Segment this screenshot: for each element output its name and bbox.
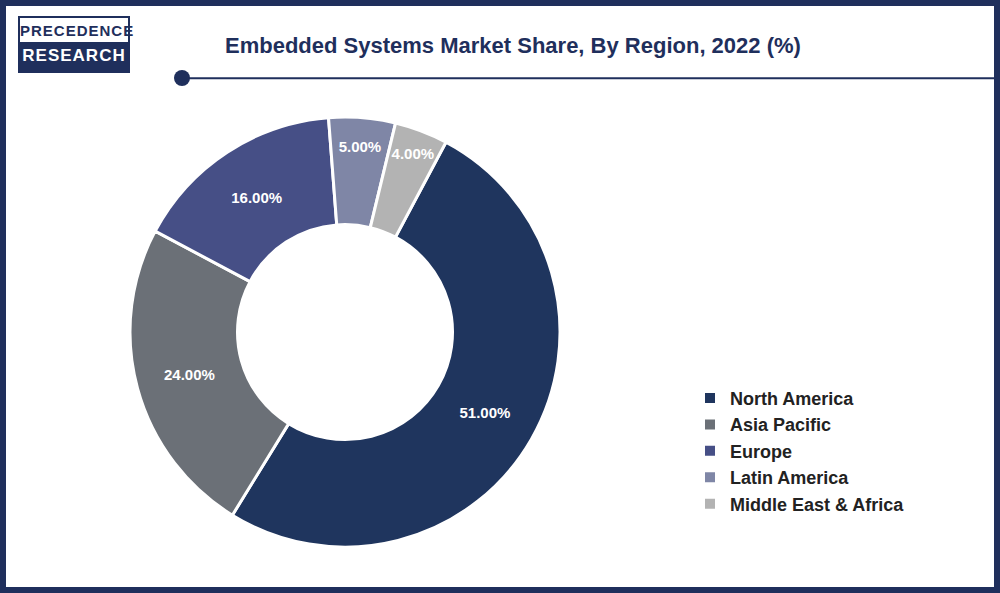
svg-text:Middle East & Africa: Middle East & Africa (730, 495, 904, 515)
svg-text:Asia Pacific: Asia Pacific (730, 415, 831, 435)
svg-text:Embedded Systems Market Share,: Embedded Systems Market Share, By Region… (225, 33, 801, 58)
svg-text:4.00%: 4.00% (392, 145, 435, 162)
svg-text:24.00%: 24.00% (164, 366, 215, 383)
svg-text:5.00%: 5.00% (339, 138, 382, 155)
html-text:PRECEDENCE: PRECEDENCE (20, 22, 135, 39)
svg-text:16.00%: 16.00% (231, 189, 282, 206)
html-text:RESEARCH: RESEARCH (22, 46, 126, 65)
svg-text:North America: North America (730, 389, 854, 409)
svg-text:51.00%: 51.00% (459, 404, 510, 421)
svg-text:Europe: Europe (730, 442, 792, 462)
svg-text:Latin America: Latin America (730, 468, 849, 488)
